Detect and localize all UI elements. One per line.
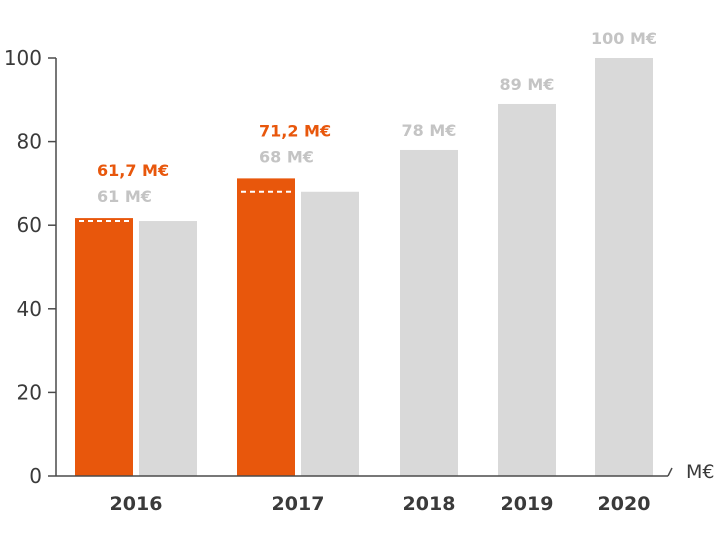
data-labels-group: 61 M€ 61,7 M€ 68 M€ 71,2 M€ 78 M€ 89 M€ 100 M€	[97, 29, 657, 206]
y-tick-label: 20	[17, 380, 42, 404]
x-category-label: 2018	[403, 493, 456, 515]
x-axis: 2016 2017 2018 2019 2020	[56, 467, 673, 515]
y-unit-label: M€	[686, 461, 714, 483]
y-tick-label: 40	[17, 297, 42, 321]
x-category-label: 2017	[272, 493, 325, 515]
y-axis: 0 20 40 60 80 100	[4, 46, 57, 488]
x-category-label: 2020	[598, 493, 651, 515]
bar-grey-2016	[139, 221, 197, 476]
bar-orange-2016	[75, 218, 133, 476]
data-label-grey: 78 M€	[402, 121, 457, 140]
bar-grey-2018	[400, 149, 458, 476]
data-label-grey: 100 M€	[591, 29, 657, 48]
bar-grey-2017	[301, 191, 359, 476]
y-tick-label: 80	[17, 130, 42, 154]
x-axis-end-tick	[667, 467, 673, 477]
x-category-label: 2019	[501, 493, 554, 515]
data-label-grey: 61 M€	[97, 187, 152, 206]
y-tick-label: 100	[4, 46, 42, 70]
bars-group	[75, 58, 653, 476]
data-label-orange: 61,7 M€	[97, 161, 169, 180]
y-tick-label: 0	[29, 464, 42, 488]
y-tick-label: 60	[17, 213, 42, 237]
bar-grey-2020	[595, 58, 653, 476]
bar-grey-2019	[498, 103, 556, 476]
data-label-grey: 89 M€	[500, 75, 555, 94]
x-category-label: 2016	[110, 493, 163, 515]
bar-orange-2017	[237, 178, 295, 476]
data-label-orange: 71,2 M€	[259, 121, 331, 140]
data-label-grey: 68 M€	[259, 147, 314, 166]
